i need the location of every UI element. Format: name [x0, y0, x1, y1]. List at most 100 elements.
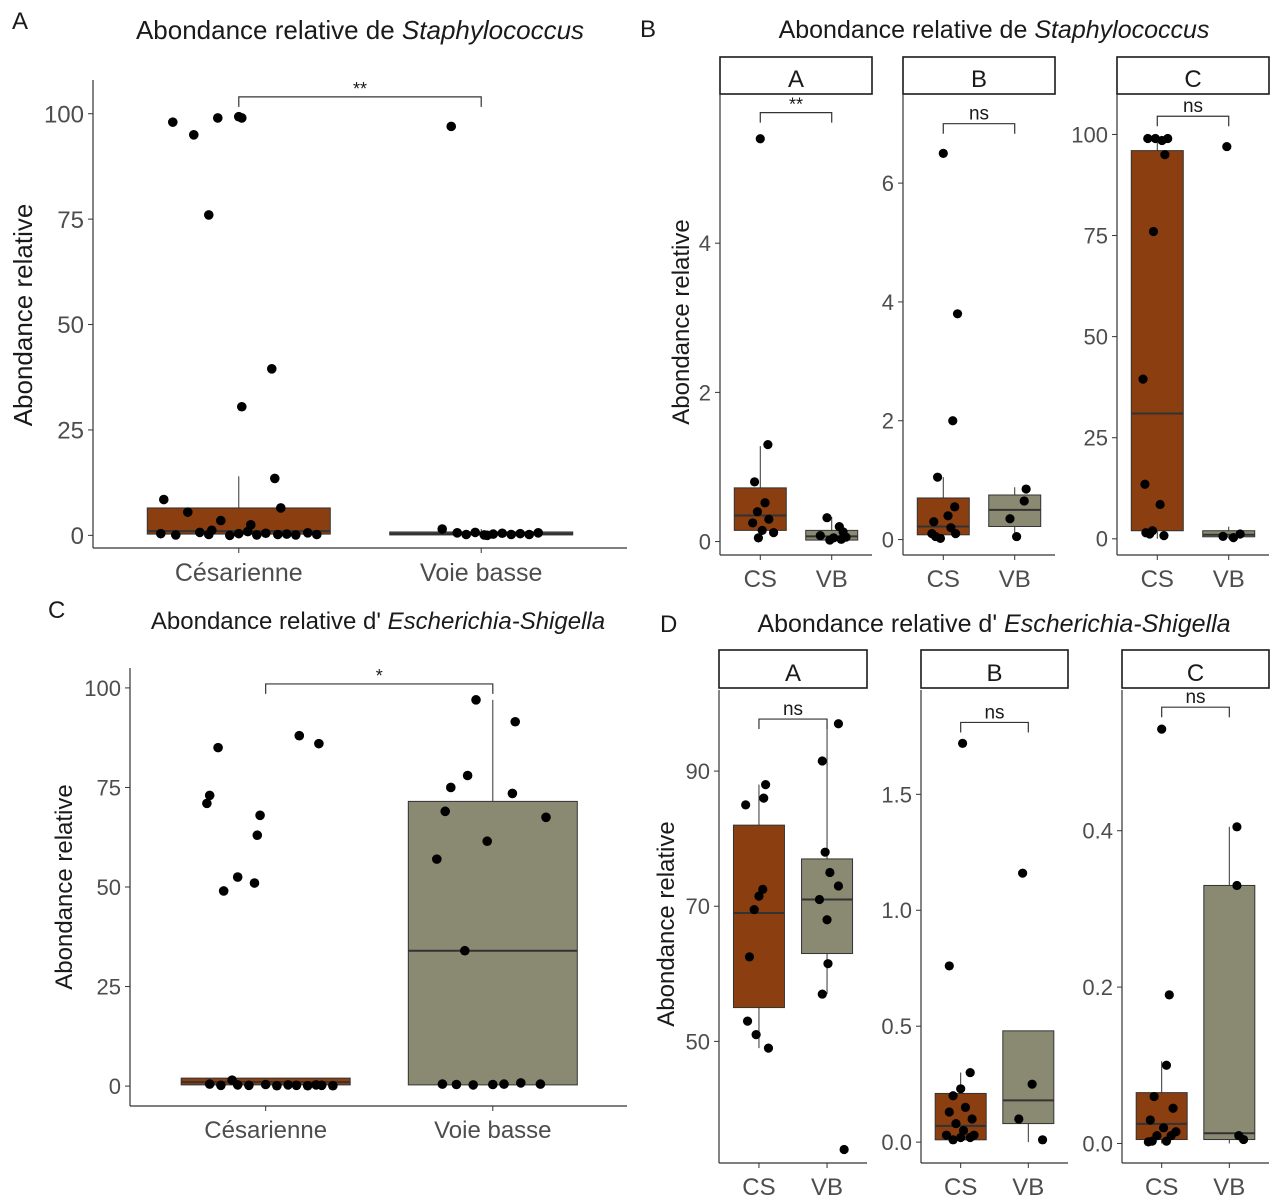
- data-point: [215, 515, 226, 526]
- data-point: [948, 416, 958, 426]
- data-point: [1161, 1136, 1172, 1146]
- data-point: [510, 716, 521, 727]
- significance-label: ns: [1185, 687, 1205, 708]
- facet-strip-label: A: [788, 66, 804, 93]
- data-point: [941, 1130, 952, 1140]
- x-tick-label: VB: [1213, 1174, 1245, 1196]
- y-tick-label: 75: [97, 775, 121, 800]
- data-point: [1232, 822, 1242, 832]
- y-tick-label: 100: [84, 676, 121, 701]
- data-point: [951, 1118, 961, 1129]
- x-tick-label: Césarienne: [175, 559, 303, 587]
- data-point: [965, 1067, 975, 1078]
- data-point: [432, 854, 442, 864]
- data-point: [1171, 1127, 1181, 1137]
- x-tick-label: VB: [999, 566, 1031, 593]
- data-point: [1161, 1060, 1172, 1070]
- data-point: [943, 511, 953, 521]
- box-cs: [916, 497, 970, 536]
- data-point: [749, 905, 759, 915]
- data-point: [1143, 133, 1153, 144]
- significance-label: ns: [984, 702, 1004, 723]
- data-point: [1140, 479, 1150, 489]
- data-point: [752, 507, 763, 517]
- data-point: [935, 533, 946, 543]
- data-point: [1037, 1135, 1048, 1145]
- x-tick-label: Césarienne: [204, 1117, 327, 1144]
- data-point: [290, 530, 301, 540]
- significance-label: ns: [969, 104, 989, 125]
- data-point: [927, 529, 937, 539]
- data-point: [155, 528, 166, 539]
- data-point: [440, 806, 451, 817]
- x-tick-label: VB: [811, 1174, 843, 1196]
- data-point: [1005, 514, 1015, 524]
- y-tick-label: 50: [1084, 325, 1108, 350]
- data-point: [839, 1144, 849, 1155]
- data-point: [823, 959, 833, 969]
- data-point: [275, 503, 286, 513]
- facet-strip-label: B: [971, 66, 987, 93]
- data-point: [203, 210, 214, 220]
- data-point: [1018, 868, 1028, 878]
- data-point: [825, 867, 835, 878]
- data-point: [460, 945, 470, 956]
- data-point: [929, 517, 939, 527]
- data-point: [482, 530, 493, 541]
- x-tick-label: Voie basse: [434, 1117, 551, 1144]
- data-point: [437, 524, 448, 534]
- x-tick-label: Voie basse: [420, 559, 542, 587]
- data-point: [1232, 880, 1242, 891]
- y-tick-label: 25: [57, 418, 84, 445]
- data-point: [437, 1079, 448, 1089]
- data-point: [533, 528, 544, 538]
- data-point: [760, 498, 770, 508]
- x-tick-label: CS: [944, 1174, 977, 1196]
- y-tick-label: 50: [97, 875, 121, 900]
- data-point: [951, 529, 961, 539]
- data-point: [1145, 1115, 1155, 1125]
- data-point: [817, 989, 827, 999]
- data-point: [251, 530, 262, 540]
- y-axis-title: Abondance relative: [8, 204, 38, 427]
- y-tick-label: 4: [882, 290, 894, 315]
- facet-strip: [902, 56, 1056, 95]
- data-point: [1148, 226, 1159, 237]
- panel-title-text: Abondance relative de: [779, 16, 1035, 44]
- panel-title-italic: Staphylococcus: [402, 15, 584, 45]
- data-point: [938, 148, 948, 159]
- data-point: [541, 812, 551, 823]
- facet-strip: [920, 649, 1069, 689]
- x-tick-label: VB: [1213, 566, 1245, 593]
- y-tick-label: 0.0: [881, 1130, 912, 1155]
- data-point: [236, 401, 247, 412]
- panel-c: C Abondance relative d' Escherichia-Shige…: [48, 597, 627, 1144]
- data-point: [516, 1078, 526, 1088]
- data-point: [266, 364, 277, 374]
- y-tick-label: 100: [1071, 122, 1108, 147]
- data-point: [820, 847, 830, 857]
- panel-label: A: [12, 8, 28, 35]
- panel-label: C: [48, 597, 65, 624]
- data-point: [302, 1080, 313, 1091]
- data-point: [206, 525, 217, 536]
- data-point: [763, 439, 773, 450]
- data-point: [957, 738, 968, 748]
- y-tick-label: 0.0: [1082, 1131, 1113, 1156]
- data-point: [291, 1080, 302, 1091]
- data-point: [759, 793, 769, 803]
- panel-title-text: Abondance relative d': [151, 608, 388, 635]
- y-tick-label: 2: [882, 409, 894, 434]
- data-point: [535, 1079, 546, 1089]
- data-point: [506, 529, 517, 540]
- data-point: [1027, 1079, 1037, 1089]
- facet-strip: [718, 649, 868, 689]
- y-tick-label: 0: [882, 527, 894, 552]
- y-tick-label: 4: [699, 231, 711, 256]
- data-point: [956, 1084, 966, 1094]
- data-point: [1158, 1123, 1169, 1133]
- data-point: [488, 1079, 498, 1090]
- x-tick-label: VB: [1012, 1174, 1044, 1196]
- y-tick-label: 0: [71, 523, 84, 550]
- data-point: [232, 1080, 243, 1090]
